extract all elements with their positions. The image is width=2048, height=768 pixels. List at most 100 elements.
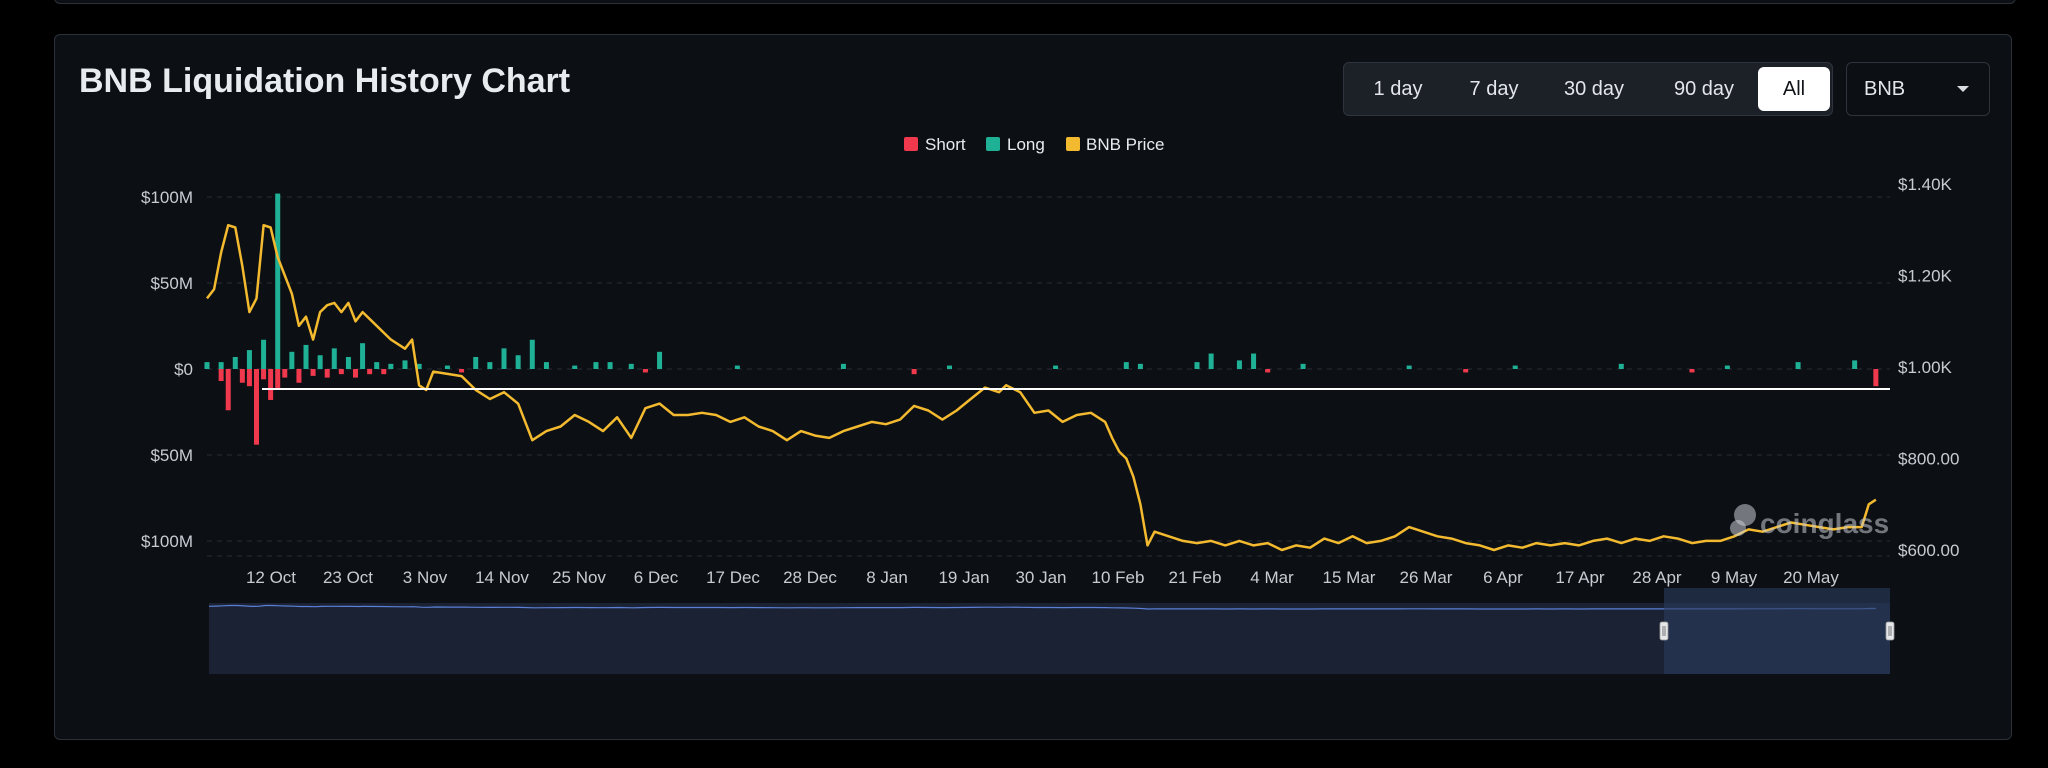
navigator-selection[interactable] [1663, 588, 1890, 674]
legend-label-short[interactable]: Short [925, 135, 966, 154]
x-tick-label: 14 Nov [475, 568, 529, 587]
long-liquidation-bar [289, 351, 295, 369]
long-liquidation-bar [374, 362, 380, 369]
range-navigator[interactable] [208, 588, 1895, 674]
x-tick-label: 15 Mar [1323, 568, 1376, 587]
y-right-tick-label: $1.20K [1898, 267, 1953, 286]
y-right-tick-label: $600.00 [1898, 541, 1959, 560]
x-tick-label: 17 Dec [706, 568, 760, 587]
long-liquidation-bar [593, 362, 599, 369]
long-liquidation-bar [1194, 362, 1200, 369]
coin-select-value: BNB [1864, 78, 1906, 100]
x-tick-label: 4 Mar [1250, 568, 1294, 587]
watermark: coinglass [1730, 504, 1889, 539]
y-left-tick-label: $50M [150, 446, 193, 465]
y-left-tick-label: $100M [141, 532, 193, 551]
short-liquidation-bar [911, 369, 917, 375]
y-left-tick-label: $100M [141, 188, 193, 207]
short-liquidation-bar [218, 369, 224, 382]
y-left-tick-label: $0 [174, 360, 193, 379]
left-y-axis: $100M $50M $0 $50M $100M [141, 188, 193, 551]
long-liquidation-bar [416, 363, 422, 369]
long-liquidation-bar [628, 363, 634, 369]
handle-grip-icon[interactable] [1885, 621, 1895, 641]
navigator-handle-left[interactable] [1659, 621, 1669, 641]
range-button-7-day[interactable]: 7 day [1469, 78, 1519, 100]
short-liquidation-bar [353, 369, 358, 378]
chart-legend[interactable]: Short Long BNB Price [904, 135, 1164, 154]
short-liquidation-bar [381, 369, 387, 375]
chevron-down-icon [1957, 86, 1969, 92]
long-liquidation-bar [232, 356, 238, 369]
coin-select[interactable]: BNB [1846, 62, 1990, 116]
legend-label-long[interactable]: Long [1007, 135, 1045, 154]
x-axis: 12 Oct 23 Oct 3 Nov 14 Nov 25 Nov 6 Dec 17 Dec… [246, 568, 1839, 587]
range-button-30-day[interactable]: 30 day [1563, 78, 1625, 100]
short-liquidation-bar [324, 369, 330, 378]
long-liquidation-bar [402, 360, 408, 369]
short-liquidation-bar [268, 369, 274, 400]
y-right-tick-label: $800.00 [1898, 450, 1959, 469]
long-liquidation-bar [607, 362, 613, 369]
long-liquidation-bar [1406, 365, 1412, 369]
x-tick-label: 19 Jan [938, 568, 989, 587]
x-tick-label: 28 Dec [783, 568, 837, 587]
long-liquidation-bar [947, 365, 952, 369]
long-liquidation-bar [1795, 362, 1801, 369]
x-tick-label: 3 Nov [403, 568, 448, 587]
short-liquidation-bar [1463, 369, 1469, 373]
range-button-all[interactable]: All [1758, 67, 1830, 111]
navigator-track[interactable] [209, 603, 1890, 674]
long-liquidation-bar [444, 365, 450, 369]
long-liquidation-bar [1123, 362, 1129, 369]
short-liquidation-bar [246, 369, 252, 387]
legend-label-price[interactable]: BNB Price [1086, 135, 1164, 154]
x-tick-label: 10 Feb [1092, 568, 1145, 587]
price-line-group [206, 223, 1877, 552]
long-liquidation-bar [487, 362, 493, 369]
x-tick-label: 6 Apr [1483, 568, 1523, 587]
x-tick-label: 28 Apr [1632, 568, 1681, 587]
long-liquidation-bar [1724, 365, 1730, 369]
short-liquidation-bar [282, 369, 288, 378]
x-tick-label: 20 May [1783, 568, 1839, 587]
long-liquidation-bar [515, 355, 521, 369]
time-range-selector: 1 day 7 day 30 day 90 day All [1343, 62, 1833, 116]
legend-swatch-long [986, 137, 1000, 151]
long-liquidation-bar [529, 339, 535, 369]
liquidation-bars [204, 193, 1879, 445]
long-liquidation-bar [734, 365, 740, 369]
x-tick-label: 9 May [1711, 568, 1758, 587]
navigator-handle-right[interactable] [1885, 621, 1895, 641]
x-tick-label: 21 Feb [1169, 568, 1222, 587]
long-liquidation-bar [331, 348, 337, 369]
short-liquidation-bar [225, 369, 231, 411]
short-liquidation-bar [459, 369, 465, 373]
short-liquidation-bar [275, 369, 281, 388]
range-button-1-day[interactable]: 1 day [1373, 78, 1423, 100]
long-liquidation-bar [1137, 363, 1143, 369]
x-tick-label: 23 Oct [323, 568, 373, 587]
handle-grip-icon[interactable] [1659, 621, 1669, 641]
long-liquidation-bar [1053, 365, 1059, 369]
short-liquidation-bar [338, 369, 344, 375]
long-liquidation-bar [246, 350, 252, 369]
coinglass-logo-icon-part [1730, 520, 1746, 536]
long-liquidation-bar [303, 344, 309, 369]
short-liquidation-bar [254, 369, 259, 445]
long-liquidation-bar [657, 351, 663, 369]
long-liquidation-bar [572, 365, 578, 369]
long-liquidation-bar [1251, 353, 1257, 369]
long-liquidation-bar [1300, 363, 1306, 369]
legend-swatch-short [904, 137, 918, 151]
x-tick-label: 8 Jan [866, 568, 908, 587]
range-button-90-day[interactable]: 90 day [1673, 78, 1735, 100]
short-liquidation-bar [1265, 369, 1271, 373]
short-liquidation-bar [642, 369, 648, 373]
x-tick-label: 17 Apr [1555, 568, 1604, 587]
short-liquidation-bar [367, 369, 373, 375]
long-liquidation-bar [388, 363, 394, 369]
short-liquidation-bar [310, 369, 316, 376]
long-liquidation-bar [317, 355, 323, 369]
